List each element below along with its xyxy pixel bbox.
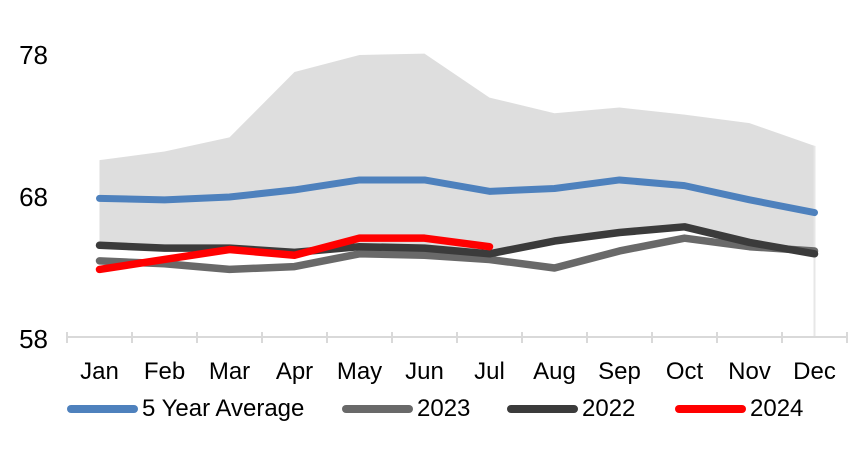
x-axis-label-nov: Nov <box>728 358 771 385</box>
x-axis-label-mar: Mar <box>209 358 250 385</box>
x-axis-label-apr: Apr <box>276 358 313 385</box>
x-axis-label-dec: Dec <box>793 358 836 385</box>
x-axis-label-may: May <box>337 358 382 385</box>
legend-swatch-2024 <box>675 405 746 413</box>
legend-label-5-year-average: 5 Year Average <box>142 395 305 422</box>
x-axis-label-jul: Jul <box>474 358 505 385</box>
legend-swatch-2022 <box>507 405 578 413</box>
legend-swatch-2023 <box>342 405 413 413</box>
legend-item-2024: 2024 <box>675 394 803 424</box>
legend-label-2022: 2022 <box>582 395 636 422</box>
legend-swatch-5-year-average <box>67 405 138 413</box>
legend-item-2022: 2022 <box>507 394 635 424</box>
x-axis-label-jun: Jun <box>405 358 444 385</box>
legend-item-2023: 2023 <box>342 394 470 424</box>
x-axis-label-feb: Feb <box>144 358 185 385</box>
x-axis-label-aug: Aug <box>533 358 576 385</box>
chart-legend: 5 Year Average 2023 2022 2024 <box>0 394 852 424</box>
y-axis-label-78: 78 <box>19 40 48 70</box>
legend-item-5-year-average: 5 Year Average <box>67 394 304 424</box>
range-band <box>99 53 815 256</box>
series-line-2023 <box>95 234 819 274</box>
x-axis-label-sep: Sep <box>598 358 641 385</box>
legend-label-2024: 2024 <box>750 395 804 422</box>
series-line-5-year-average <box>96 176 818 217</box>
y-axis-label-68: 68 <box>19 182 48 212</box>
x-axis-label-oct: Oct <box>666 358 704 385</box>
y-axis-label-58: 58 <box>19 324 48 354</box>
legend-label-2023: 2023 <box>417 395 471 422</box>
series-line-2024 <box>95 234 494 274</box>
x-axis-label-jan: Jan <box>80 358 119 385</box>
